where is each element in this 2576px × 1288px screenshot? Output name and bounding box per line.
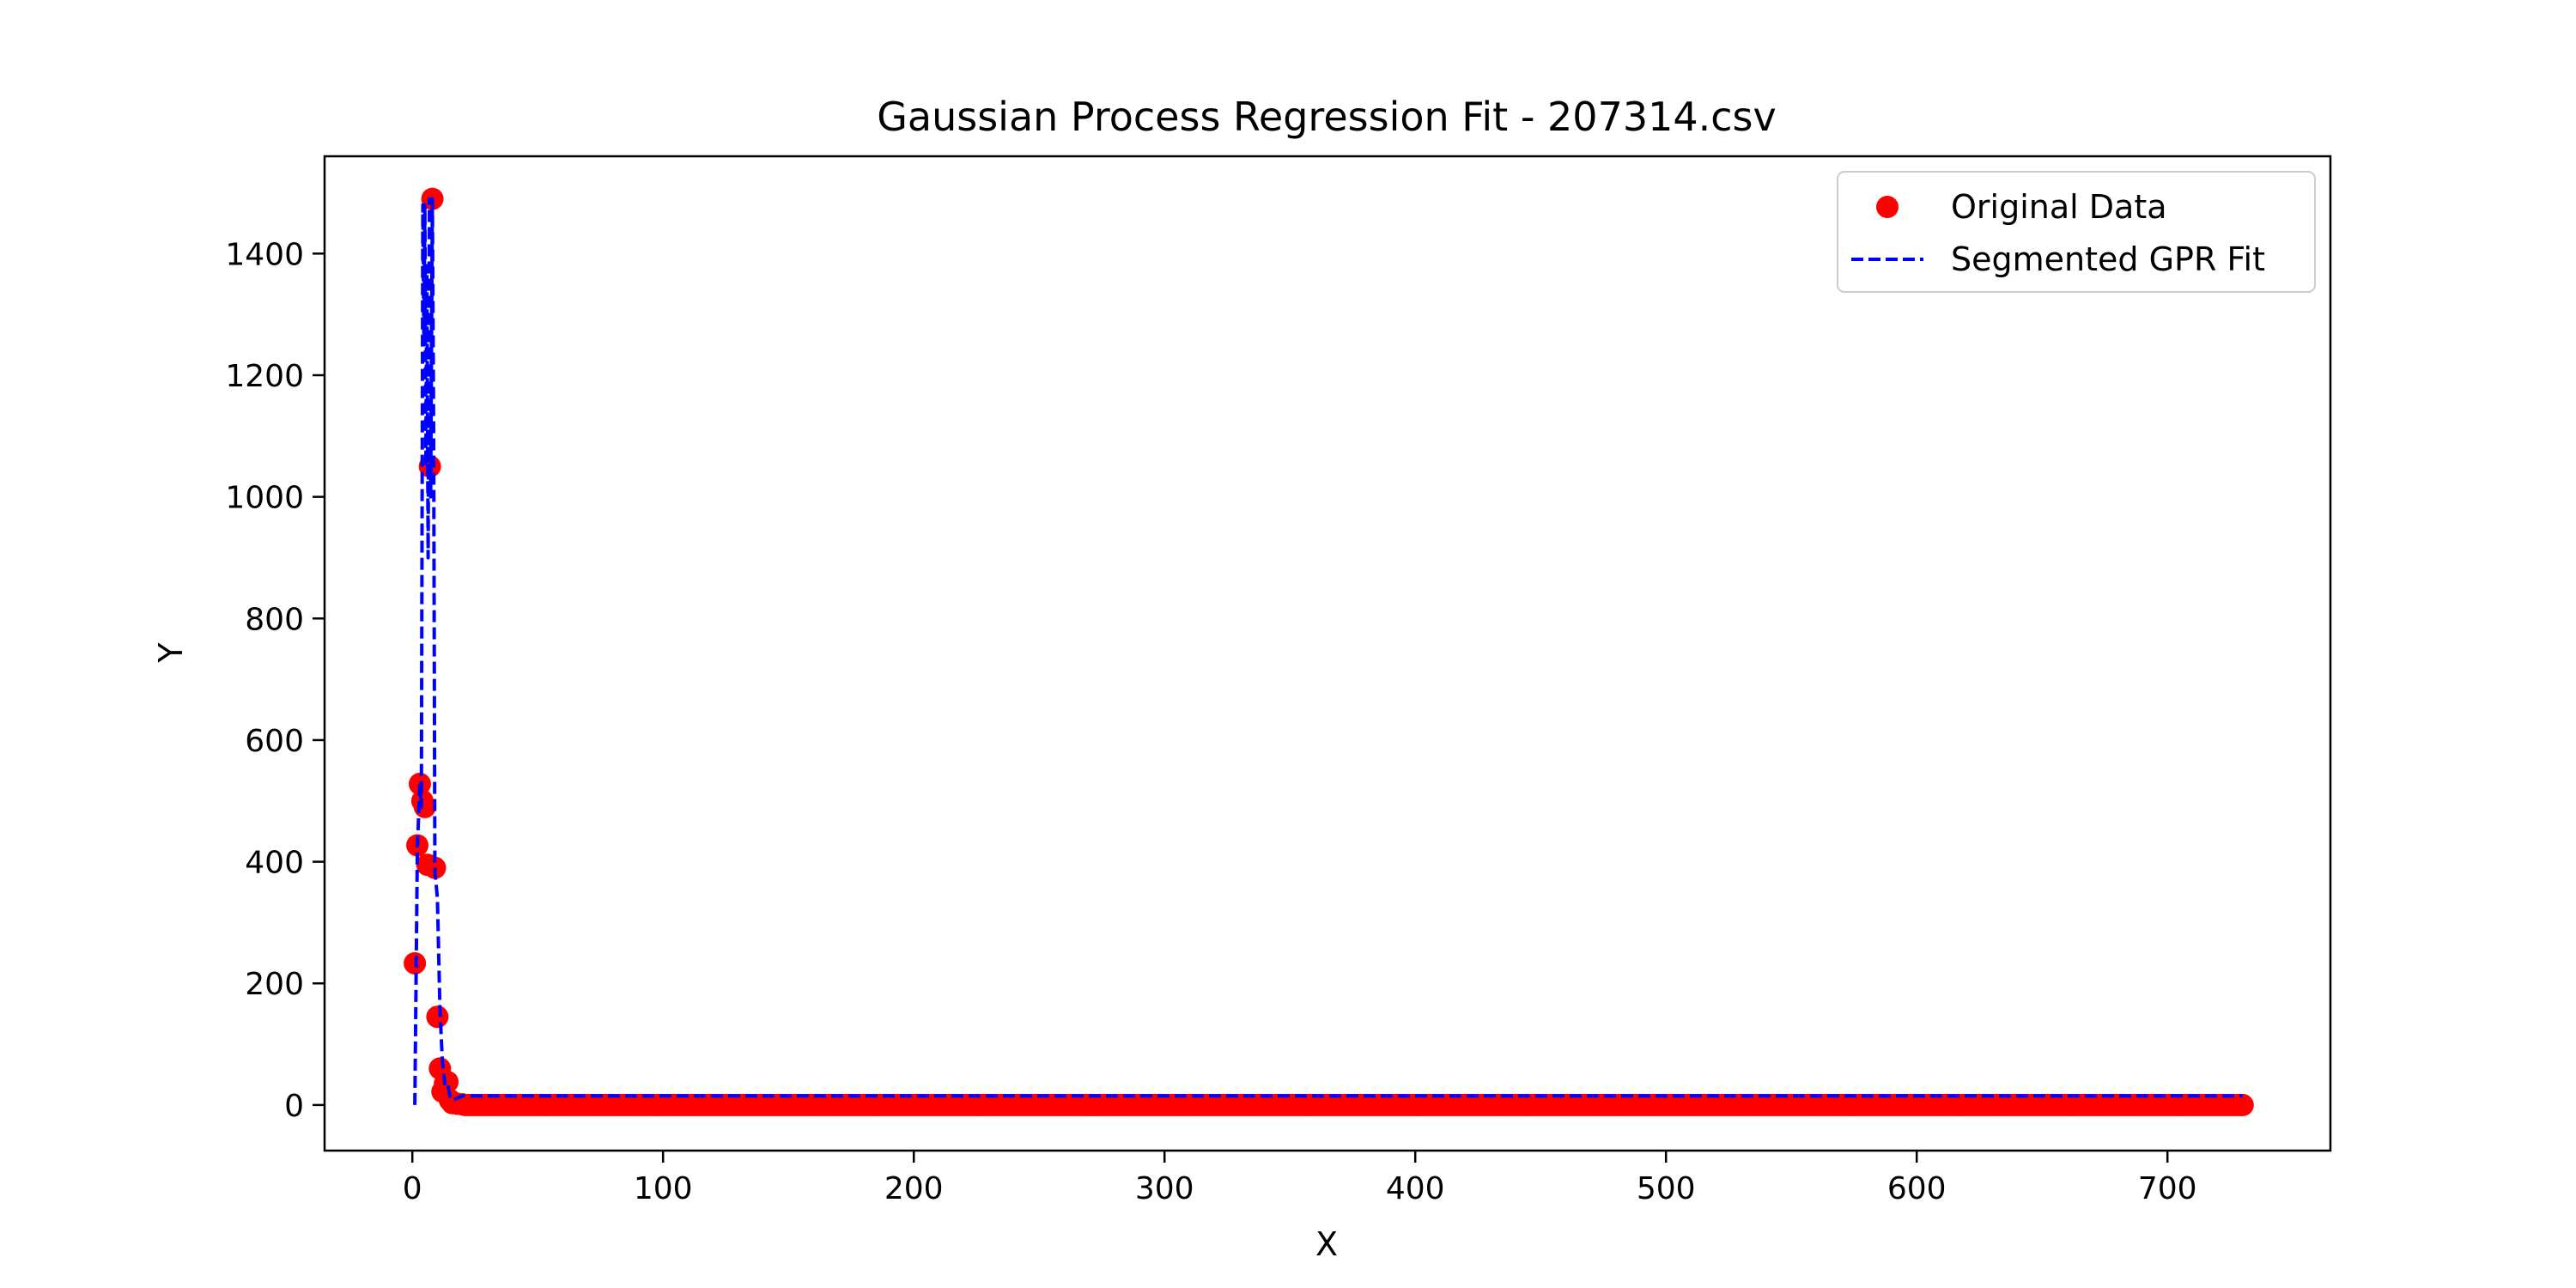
- y-tick-label: 0: [284, 1089, 304, 1124]
- scatter-series: [404, 187, 2254, 1116]
- fit-line: [413, 197, 2243, 1105]
- x-tick-label: 700: [2138, 1171, 2197, 1206]
- legend-frame: [1837, 171, 2316, 293]
- y-tick-label: 1400: [225, 237, 304, 272]
- plot-area: 0 100 200 300 400 500 600 700 0 200 400 600 800 1000…: [225, 155, 2332, 1206]
- data-point: [2228, 1093, 2251, 1116]
- x-tick-label: 200: [884, 1171, 944, 1206]
- x-axis-label: X: [1315, 1225, 1338, 1263]
- x-tick-label: 400: [1386, 1171, 1445, 1206]
- legend-label-original-data: Original Data: [1951, 188, 2167, 226]
- x-tick-label: 500: [1637, 1171, 1696, 1206]
- x-tick-label: 300: [1135, 1171, 1194, 1206]
- data-point: [436, 1070, 459, 1093]
- data-point: [426, 1005, 449, 1029]
- x-tick-label: 100: [634, 1171, 693, 1206]
- y-tick-label: 1000: [225, 481, 304, 516]
- y-tick-label: 600: [245, 724, 304, 759]
- data-point: [413, 795, 436, 818]
- y-tick-label: 400: [245, 846, 304, 881]
- y-tick-label: 800: [245, 602, 304, 637]
- legend-label-fit: Segmented GPR Fit: [1951, 240, 2265, 278]
- x-tick-label: 600: [1887, 1171, 1947, 1206]
- y-tick-label: 1200: [225, 359, 304, 394]
- y-axis-label: Y: [152, 642, 190, 664]
- y-axis: 0 200 400 600 800 1000 1200 1400: [225, 237, 325, 1124]
- fit-series: [413, 197, 2243, 1105]
- y-tick-label: 200: [245, 967, 304, 1002]
- legend: Original Data Segmented GPR Fit: [1837, 171, 2316, 293]
- x-tick-label: 0: [403, 1171, 422, 1206]
- x-axis: 0 100 200 300 400 500 600 700: [403, 1151, 2197, 1206]
- legend-marker-original-data: [1876, 196, 1899, 218]
- plot-frame: [323, 155, 2332, 1152]
- chart-title: Gaussian Process Regression Fit - 207314…: [877, 94, 1777, 140]
